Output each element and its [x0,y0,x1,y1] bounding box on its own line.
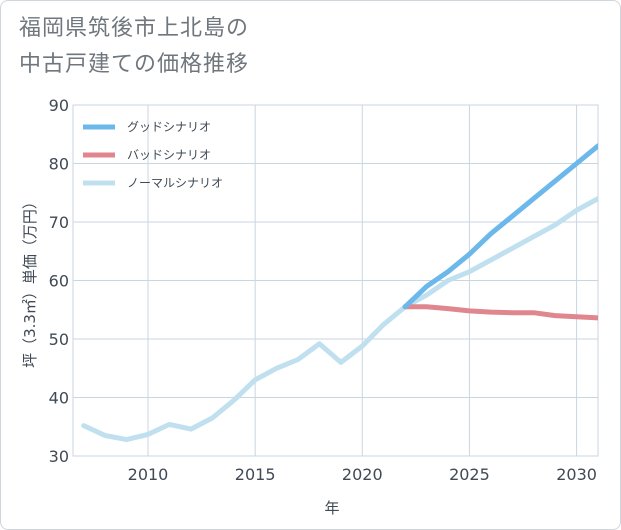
y-axis-title: 坪（3.3㎡）単価（万円） [21,194,39,368]
x-tick-label: 2010 [128,465,169,484]
y-tick-label: 30 [49,447,69,466]
x-tick-label: 2030 [556,465,597,484]
x-tick-label: 2015 [235,465,276,484]
y-tick-label: 40 [49,389,69,408]
series-line-normal [81,196,598,443]
grid [72,104,599,457]
y-tick-label: 60 [49,272,69,291]
y-tick-label: 50 [49,330,69,349]
x-tick-label: 2020 [342,465,383,484]
x-axis-title: 年 [324,499,339,517]
series-lines [81,143,598,443]
chart-title: 福岡県筑後市上北島の 中古戸建ての価格推移 [19,11,579,83]
legend: グッドシナリオ バッドシナリオ ノーマルシナリオ [83,120,223,190]
y-tick-label: 70 [49,213,69,232]
legend-label-bad: バッドシナリオ [127,148,211,162]
series-line-bad [402,304,598,321]
legend-label-good: グッドシナリオ [127,120,211,134]
tick-labels: 30 40 50 60 70 80 90 2010 2015 2020 2025 2030 [49,96,597,484]
x-tick-label: 2025 [449,465,490,484]
y-tick-label: 80 [49,155,69,174]
y-tick-label: 90 [49,96,69,115]
chart-title-line2: 中古戸建ての価格推移 [19,52,250,77]
chart-title-line1: 福岡県筑後市上北島の [19,16,250,41]
series-line-good [402,143,598,310]
legend-label-normal: ノーマルシナリオ [127,176,223,190]
